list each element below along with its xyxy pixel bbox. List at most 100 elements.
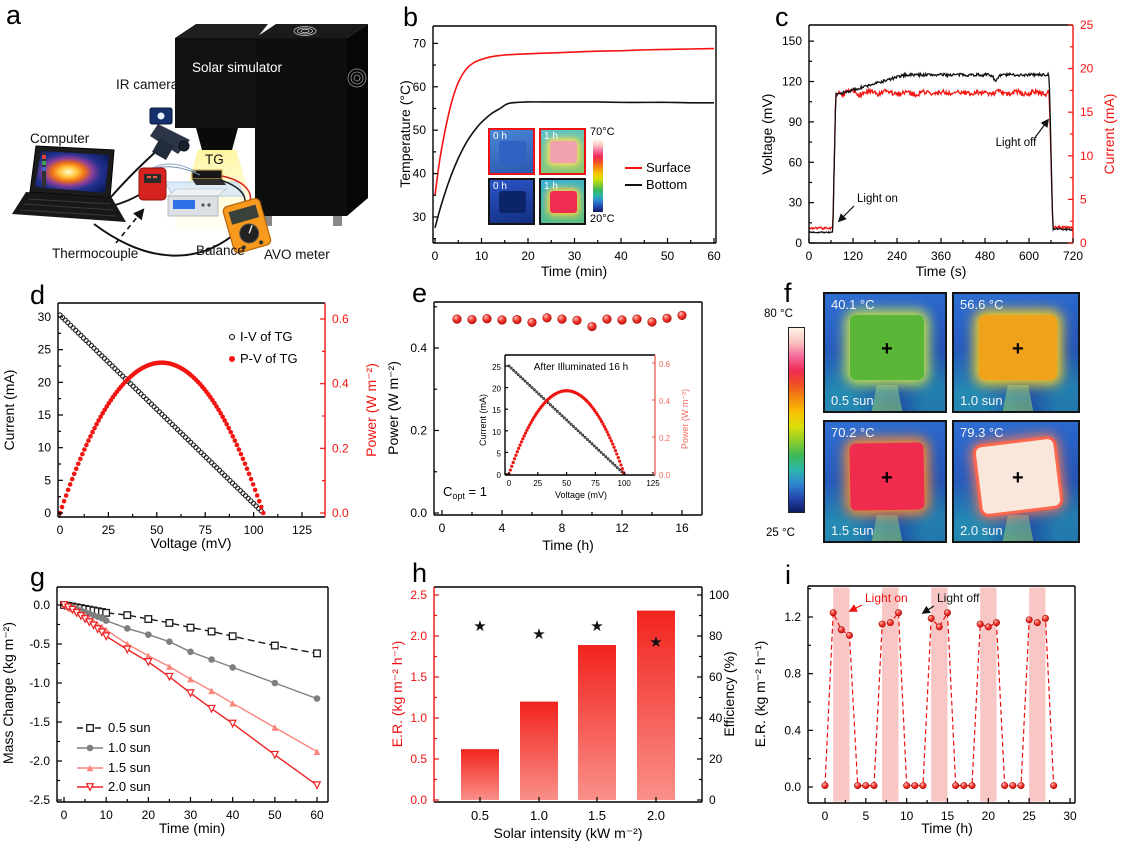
svg-text:50: 50 xyxy=(268,808,282,822)
panel-h: h ★ ★ ★ ★ 0.5 1.0 1.5 2.0 0.0 0.5 1.0 1.5 2.0 2.5 0 20 4… xyxy=(390,560,740,844)
svg-text:0.5: 0.5 xyxy=(471,808,489,823)
svg-text:Time (s): Time (s) xyxy=(916,263,967,279)
svg-text:Bottom: Bottom xyxy=(646,177,687,192)
svg-text:★: ★ xyxy=(532,626,545,643)
svg-text:After Illuminated 16 h: After Illuminated 16 h xyxy=(534,362,629,373)
svg-text:20: 20 xyxy=(492,385,501,394)
svg-text:0.6: 0.6 xyxy=(332,312,349,326)
svg-text:Efficiency (%): Efficiency (%) xyxy=(721,651,737,736)
series xyxy=(59,601,322,790)
series xyxy=(452,310,687,332)
svg-text:0.5 sun: 0.5 sun xyxy=(108,720,151,735)
svg-text:20: 20 xyxy=(521,249,535,263)
svg-text:0.4: 0.4 xyxy=(332,377,349,391)
axes: 0 4 8 12 16 0.0 0.2 0.4 Time (h) Power (W m⁻²) xyxy=(385,301,703,553)
svg-text:125: 125 xyxy=(292,523,312,537)
sun-intensity-label: 1.0 sun xyxy=(960,393,1003,408)
svg-text:0: 0 xyxy=(57,523,64,537)
svg-text:2.0 sun: 2.0 sun xyxy=(108,779,151,794)
svg-text:0: 0 xyxy=(439,521,446,535)
svg-text:0: 0 xyxy=(806,249,813,263)
panel-b-chart: 0 10 20 30 40 50 60 30 40 50 60 70 Time (min) Tempera… xyxy=(398,25,721,279)
svg-text:1.2: 1.2 xyxy=(784,610,801,624)
svg-text:1.5: 1.5 xyxy=(410,670,427,684)
svg-text:30: 30 xyxy=(1063,809,1077,823)
svg-text:0.4: 0.4 xyxy=(659,397,671,406)
svg-text:★: ★ xyxy=(590,618,603,635)
svg-text:40: 40 xyxy=(226,808,240,822)
svg-text:Power (W m⁻²): Power (W m⁻²) xyxy=(363,363,379,457)
thermal-image-0-5-sun: +40.1 °C 0.5 sun xyxy=(823,292,947,413)
svg-text:40: 40 xyxy=(413,167,427,181)
svg-text:60: 60 xyxy=(789,155,803,169)
svg-text:Light on: Light on xyxy=(865,591,908,605)
setup-diagram xyxy=(12,24,368,257)
svg-text:20: 20 xyxy=(142,808,156,822)
inset: 0 25 50 75 100 125 0 5 10 15 20 25 0.0 0.2 0.4 0.6 After… xyxy=(478,354,690,500)
svg-text:10: 10 xyxy=(1080,149,1094,163)
svg-text:100: 100 xyxy=(618,479,632,488)
sun-intensity-label: 0.5 sun xyxy=(831,393,874,408)
svg-text:-1.0: -1.0 xyxy=(29,676,50,690)
svg-text:30: 30 xyxy=(184,808,198,822)
ir-inset-thumb-2: 0 h xyxy=(488,178,535,225)
annotation: Copt = 1 xyxy=(443,484,487,501)
svg-text:12: 12 xyxy=(615,521,629,535)
svg-text:0.0: 0.0 xyxy=(410,506,427,520)
bars xyxy=(461,610,675,800)
svg-text:5: 5 xyxy=(862,809,869,823)
svg-text:30: 30 xyxy=(38,310,52,324)
svg-text:360: 360 xyxy=(931,249,951,263)
panel-a: a Solar simulator IR camera Computer TG … xyxy=(0,0,420,280)
panel-e: e 0 4 8 12 16 0.0 0.2 0.4 Time (h) Power (W m⁻²) C… xyxy=(385,280,720,560)
axes: 0 10 20 30 40 50 60 30 40 50 60 70 Time (min) Tempera… xyxy=(398,25,721,279)
panel-g-chart: 0 10 20 30 40 50 60 0.0 -0.5 -1.0 -1.5 -2.0 -2.5 Time… xyxy=(0,586,329,836)
colorbar-min-label: 25 °C xyxy=(766,527,795,539)
svg-text:125: 125 xyxy=(646,479,660,488)
thumb-time-label: 0 h xyxy=(493,131,507,142)
svg-text:0.4: 0.4 xyxy=(410,341,427,355)
ir-inset-thumb-0: 0 h xyxy=(488,128,535,175)
panel-i-chart: 0 5 10 15 20 25 30 0.0 0.4 0.8 1.2 Time (h) E.R. (kg… xyxy=(752,585,1077,836)
colorbar-max-label: 80 °C xyxy=(764,308,793,320)
svg-text:2.0: 2.0 xyxy=(410,629,427,643)
svg-text:25: 25 xyxy=(38,343,52,357)
svg-text:Temperature (°C): Temperature (°C) xyxy=(398,80,413,188)
temperature-reading: 40.1 °C xyxy=(831,297,875,312)
panel-g: g 0 10 20 30 40 50 60 0.0 -0.5 -1.0 -1.5 -2.0 -2.5 Ti… xyxy=(0,560,390,844)
panel-c: c 0 120 240 360 480 600 720 0 30 60 90 120 150 0 5 10 15… xyxy=(760,0,1125,280)
svg-text:10: 10 xyxy=(492,428,501,437)
label-tg: TG xyxy=(205,152,224,167)
svg-text:-2.0: -2.0 xyxy=(29,754,50,768)
svg-text:100: 100 xyxy=(244,523,264,537)
annotations: Light on Light off xyxy=(837,118,1049,223)
svg-text:20: 20 xyxy=(982,809,996,823)
svg-text:60: 60 xyxy=(707,249,721,263)
label-thermocouple: Thermocouple xyxy=(52,246,139,261)
panel-h-chart: ★ ★ ★ ★ 0.5 1.0 1.5 2.0 0.0 0.5 1.0 1.5 2.0 2.5 0 20 40 6… xyxy=(390,586,737,841)
svg-text:Light off: Light off xyxy=(996,137,1038,149)
svg-text:Solar intensity (kW m⁻²): Solar intensity (kW m⁻²) xyxy=(494,825,643,841)
crosshair-marker: + xyxy=(881,466,893,489)
svg-text:10: 10 xyxy=(99,808,113,822)
panel-h-letter: h xyxy=(412,558,428,588)
svg-text:480: 480 xyxy=(975,249,995,263)
svg-text:0: 0 xyxy=(795,236,802,250)
svg-text:Voltage (mV): Voltage (mV) xyxy=(151,535,232,551)
svg-text:60: 60 xyxy=(413,80,427,94)
svg-text:15: 15 xyxy=(941,809,955,823)
svg-text:0: 0 xyxy=(497,471,502,480)
axes: 0 25 50 75 100 125 0 5 10 15 20 25 30 0.0 0.2 0.4 0.6 Vol… xyxy=(1,302,379,551)
legend: I-V of TG P-V of TG xyxy=(228,329,298,366)
label-balance: Balance xyxy=(196,243,245,258)
svg-text:40: 40 xyxy=(614,249,628,263)
svg-text:16: 16 xyxy=(675,521,689,535)
svg-text:Time (h): Time (h) xyxy=(542,537,594,553)
inset-colorbar xyxy=(593,140,603,212)
svg-text:1.5 sun: 1.5 sun xyxy=(108,760,151,775)
svg-text:50: 50 xyxy=(413,123,427,137)
panel-b-letter: b xyxy=(403,2,419,32)
svg-text:Current (mA): Current (mA) xyxy=(1101,94,1117,175)
inset-colorbar-min: 20°C xyxy=(590,213,615,225)
